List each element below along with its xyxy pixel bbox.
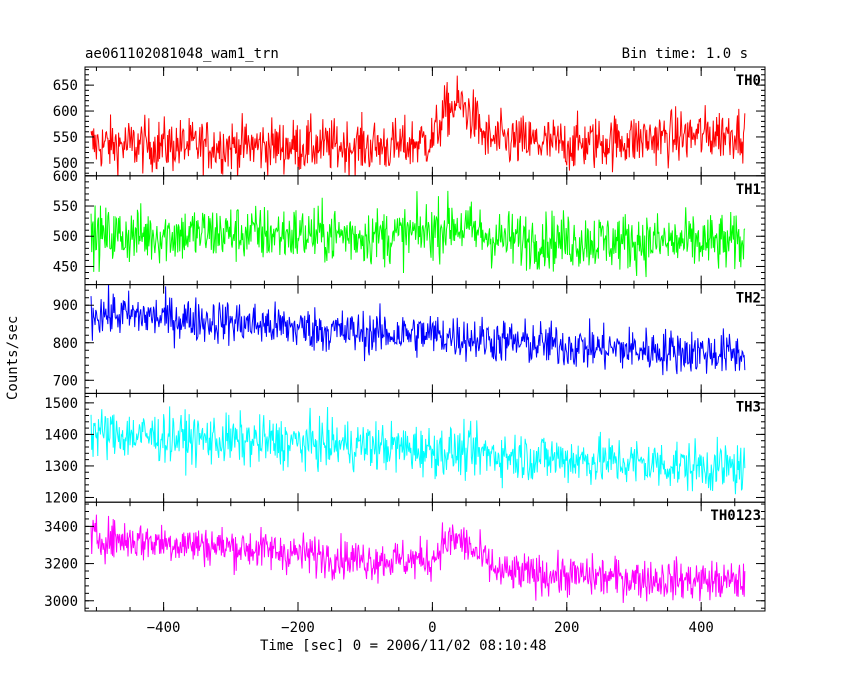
y-tick-label: 1400 xyxy=(44,427,78,443)
panel-label-th0: TH0 xyxy=(736,73,761,89)
panel-label-th2: TH2 xyxy=(736,291,761,307)
y-tick-label: 800 xyxy=(53,336,78,352)
panel-frame-th0123 xyxy=(84,501,766,612)
y-tick-label: 600 xyxy=(53,104,78,120)
chart-title: ae061102081048_wam1_trn xyxy=(85,46,279,62)
y-tick-label: 550 xyxy=(53,199,78,215)
y-tick-label: 1200 xyxy=(44,490,78,506)
series-line-th3 xyxy=(90,406,746,495)
y-tick-label: 1300 xyxy=(44,459,78,475)
panel-label-th3: TH3 xyxy=(736,399,761,415)
y-tick-label: 3000 xyxy=(44,594,78,610)
y-tick-label: 600 xyxy=(53,169,78,185)
series-line-th0 xyxy=(90,75,746,176)
y-tick-label: 550 xyxy=(53,130,78,146)
panel-label-th0123: TH0123 xyxy=(710,508,761,524)
x-tick-label: 0 xyxy=(428,620,436,636)
bin-time-label: Bin time: 1.0 s xyxy=(621,46,748,62)
y-tick-label: 900 xyxy=(53,298,78,314)
y-tick-label: 500 xyxy=(53,229,78,245)
series-line-th2 xyxy=(90,284,746,376)
series-line-th1 xyxy=(90,190,746,278)
x-tick-label: −400 xyxy=(147,620,181,636)
y-tick-label: 650 xyxy=(53,78,78,94)
y-tick-label: 3200 xyxy=(44,557,78,573)
y-tick-label: 450 xyxy=(53,259,78,275)
panel-frame-th0 xyxy=(84,66,766,177)
x-tick-label: 400 xyxy=(689,620,714,636)
x-axis-label: Time [sec] 0 = 2006/11/02 08:10:48 xyxy=(260,638,547,654)
y-tick-label: 700 xyxy=(53,373,78,389)
y-tick-label: 3400 xyxy=(44,519,78,535)
panel-label-th1: TH1 xyxy=(736,182,761,198)
x-tick-label: −200 xyxy=(281,620,315,636)
series-line-th0123 xyxy=(90,514,746,603)
y-tick-label: 1500 xyxy=(44,396,78,412)
x-tick-label: 200 xyxy=(554,620,579,636)
y-tick-label: 500 xyxy=(53,156,78,172)
